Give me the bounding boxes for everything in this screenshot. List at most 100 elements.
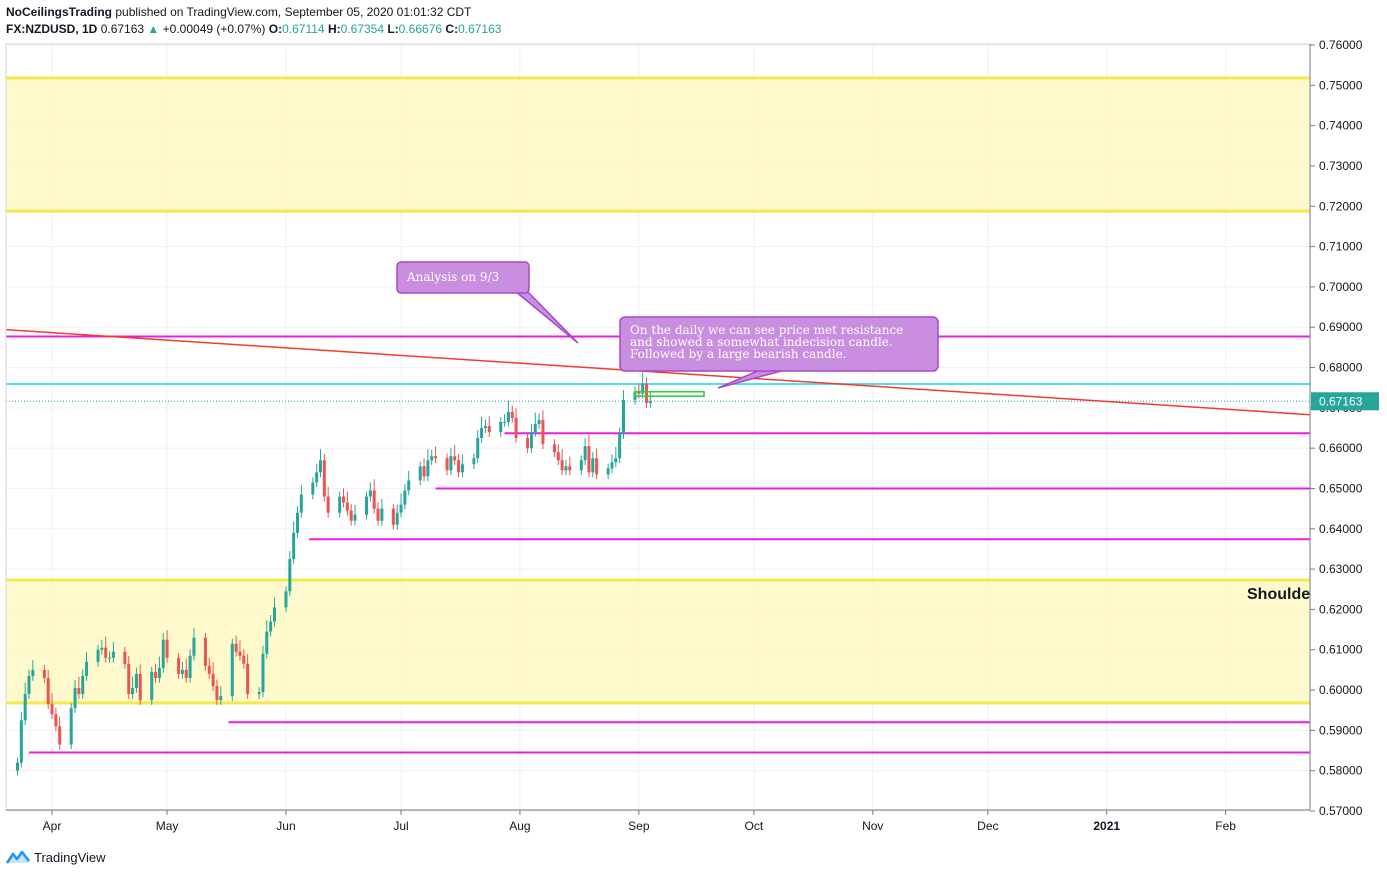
candle-body bbox=[265, 631, 269, 654]
candle-body bbox=[499, 421, 503, 433]
candle-body bbox=[111, 651, 115, 658]
last-price-tag-label: 0.67163 bbox=[1319, 394, 1363, 408]
candle-body bbox=[552, 444, 556, 453]
symbol-label[interactable]: FX:NZDUSD, 1D bbox=[6, 22, 98, 36]
open-value: 0.67114 bbox=[282, 22, 325, 36]
candle-body bbox=[318, 460, 322, 473]
candle-body bbox=[349, 510, 353, 521]
candle-body bbox=[54, 714, 58, 727]
candle-body bbox=[207, 665, 211, 674]
resistance-callout-text: and showed a somewhat indecision candle. bbox=[630, 335, 893, 349]
candle-body bbox=[637, 391, 641, 394]
price-tick-label: 0.65000 bbox=[1319, 481, 1363, 495]
zones bbox=[6, 76, 1310, 705]
candle-body bbox=[203, 637, 207, 666]
candle-body bbox=[295, 512, 299, 533]
candle-body bbox=[77, 688, 81, 695]
resistance-callout bbox=[619, 316, 939, 372]
candle-body bbox=[399, 504, 403, 513]
close-label: C: bbox=[445, 22, 459, 36]
candle-body bbox=[648, 401, 652, 404]
candle-body bbox=[595, 458, 599, 475]
candle-body bbox=[380, 508, 384, 521]
candle-body bbox=[368, 490, 372, 497]
low-label: L: bbox=[387, 22, 399, 36]
candle-body bbox=[618, 434, 622, 459]
price-tick-label: 0.73000 bbox=[1319, 159, 1363, 173]
candle-body bbox=[184, 669, 188, 678]
price-tick-label: 0.64000 bbox=[1319, 522, 1363, 536]
callouts: Analysis on 9/3 On the daily we can see p… bbox=[396, 261, 1310, 603]
candle-body bbox=[326, 496, 330, 513]
candle-body bbox=[644, 383, 648, 404]
candle-body bbox=[483, 425, 487, 428]
candle-body bbox=[338, 496, 342, 513]
candle-body bbox=[315, 472, 319, 483]
candle-body bbox=[157, 667, 161, 678]
candle-body bbox=[621, 399, 625, 435]
candle-body bbox=[395, 512, 399, 525]
candle-body bbox=[192, 637, 196, 656]
price-tick-label: 0.74000 bbox=[1319, 119, 1363, 133]
candle-body bbox=[345, 502, 349, 511]
candle-body bbox=[299, 494, 303, 513]
candle-body bbox=[403, 490, 407, 505]
candle-body bbox=[234, 643, 238, 652]
price-tick-label: 0.75000 bbox=[1319, 78, 1363, 92]
candle-body bbox=[242, 655, 246, 664]
time-tick-label: Dec bbox=[977, 819, 998, 833]
tradingview-logo[interactable]: TradingView bbox=[6, 849, 106, 865]
candle-body bbox=[472, 458, 476, 465]
candle-body bbox=[257, 692, 261, 695]
price-tick-label: 0.59000 bbox=[1319, 723, 1363, 737]
candle-body bbox=[587, 446, 591, 473]
candle-body bbox=[211, 673, 215, 687]
candle-body bbox=[85, 661, 89, 676]
candle-body bbox=[372, 490, 376, 509]
candle-body bbox=[541, 419, 545, 445]
candle-body bbox=[342, 496, 346, 503]
price-tick-label: 0.71000 bbox=[1319, 240, 1363, 254]
time-tick-label: Nov bbox=[862, 819, 883, 833]
candle-body bbox=[81, 675, 85, 695]
candle-body bbox=[16, 762, 20, 771]
candle-body bbox=[526, 438, 530, 449]
resistance-callout-text: Followed by a large bearish candle. bbox=[630, 347, 847, 361]
overlays bbox=[6, 328, 1310, 416]
time-tick-label: Jun bbox=[276, 819, 295, 833]
candle-body bbox=[131, 688, 135, 695]
candle-body bbox=[100, 647, 104, 650]
candle-body bbox=[165, 639, 169, 658]
candle-body bbox=[58, 726, 62, 745]
candle-body bbox=[108, 657, 112, 659]
candle-body bbox=[180, 669, 184, 674]
candle-body bbox=[376, 508, 380, 521]
analysis-callout bbox=[396, 261, 530, 294]
candle-body bbox=[134, 673, 138, 689]
candle-body bbox=[606, 468, 610, 475]
candle-body bbox=[449, 456, 453, 471]
candle-body bbox=[23, 694, 27, 721]
candle-body bbox=[123, 651, 127, 664]
tradingview-logo-icon bbox=[6, 850, 30, 864]
open-label: O: bbox=[268, 22, 283, 36]
candle-body bbox=[365, 496, 369, 515]
price-tick-label: 0.69000 bbox=[1319, 320, 1363, 334]
candles bbox=[16, 372, 652, 776]
price-tick-label: 0.57000 bbox=[1319, 804, 1363, 818]
candle-body bbox=[460, 464, 464, 473]
candle-body bbox=[533, 423, 537, 433]
close-value: 0.67163 bbox=[458, 22, 502, 36]
highlight-box bbox=[634, 390, 705, 397]
candle-body bbox=[426, 460, 430, 477]
low-value: 0.66676 bbox=[398, 22, 443, 36]
candle-body bbox=[177, 657, 181, 674]
time-tick-label: Sep bbox=[628, 819, 650, 833]
price-tick-label: 0.70000 bbox=[1319, 280, 1363, 294]
candle-body bbox=[104, 647, 108, 658]
time-tick-label: Apr bbox=[43, 819, 62, 833]
author-name[interactable]: NoCeilingsTrading bbox=[6, 5, 113, 19]
candle-body bbox=[322, 460, 326, 497]
candle-body bbox=[154, 671, 158, 678]
